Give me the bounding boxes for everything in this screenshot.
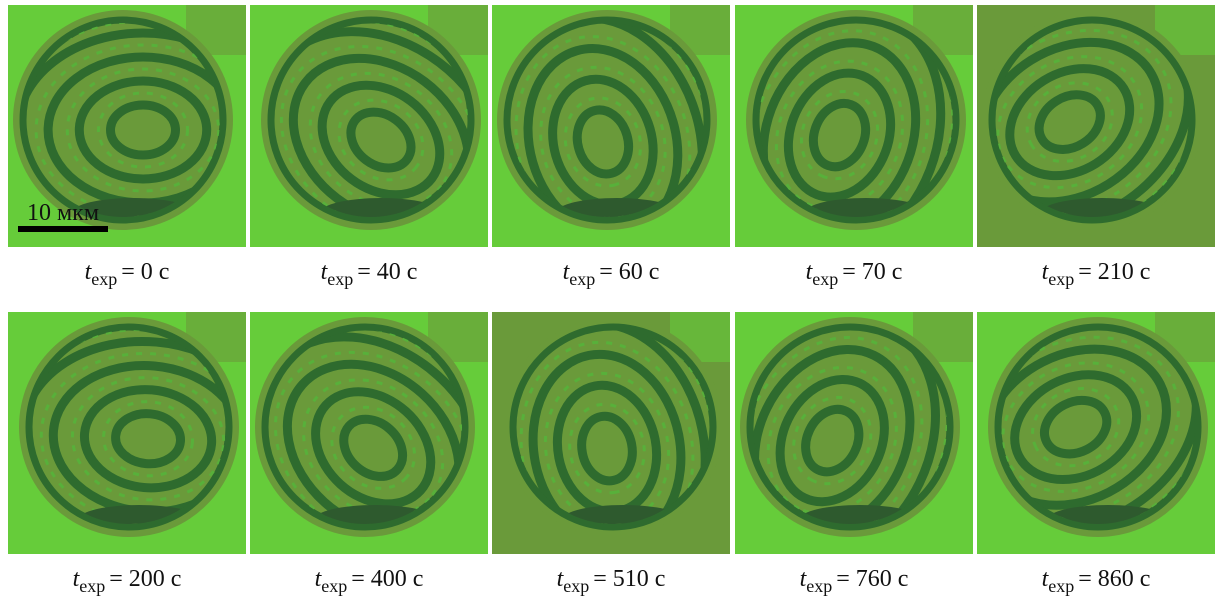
label-value: = 860 с: [1078, 566, 1150, 592]
label-value: = 760 с: [836, 566, 908, 592]
time-label: texp= 860 с: [1042, 566, 1151, 596]
label-value: = 60 с: [599, 259, 659, 285]
time-label: texp= 40 с: [321, 259, 418, 289]
label-sub: exp: [806, 576, 832, 596]
label-sub: exp: [327, 269, 353, 289]
label-value: = 510 с: [593, 566, 665, 592]
label-value: = 0 с: [121, 259, 169, 285]
sphere: [29, 327, 229, 527]
scale-bar-label: 10 мкм: [27, 200, 99, 226]
label-sub: exp: [91, 269, 117, 289]
label-sub: exp: [563, 576, 589, 596]
label-sub: exp: [1048, 576, 1074, 596]
time-label: texp= 210 с: [1042, 259, 1151, 289]
time-label: texp= 760 с: [800, 566, 909, 596]
time-label: texp= 70 с: [806, 259, 903, 289]
label-value: = 70 с: [842, 259, 902, 285]
image-panel: [688, 0, 991, 303]
time-label: texp= 400 с: [315, 566, 424, 596]
label-sub: exp: [1048, 269, 1074, 289]
label-sub: exp: [812, 269, 838, 289]
figure: texp= 0 с texp= 40 с texp= 60 с texp= 70 с t…: [0, 0, 1215, 607]
time-label: texp= 60 с: [563, 259, 660, 289]
label-value: = 40 с: [357, 259, 417, 285]
time-label: texp= 200 с: [73, 566, 182, 596]
image-panel: [474, 292, 741, 605]
time-label: texp= 510 с: [557, 566, 666, 596]
scale-bar: [18, 226, 108, 232]
label-sub: exp: [79, 576, 105, 596]
label-value: = 210 с: [1078, 259, 1150, 285]
label-value: = 200 с: [109, 566, 181, 592]
label-sub: exp: [321, 576, 347, 596]
time-label: texp= 0 с: [85, 259, 170, 289]
label-sub: exp: [569, 269, 595, 289]
label-value: = 400 с: [351, 566, 423, 592]
